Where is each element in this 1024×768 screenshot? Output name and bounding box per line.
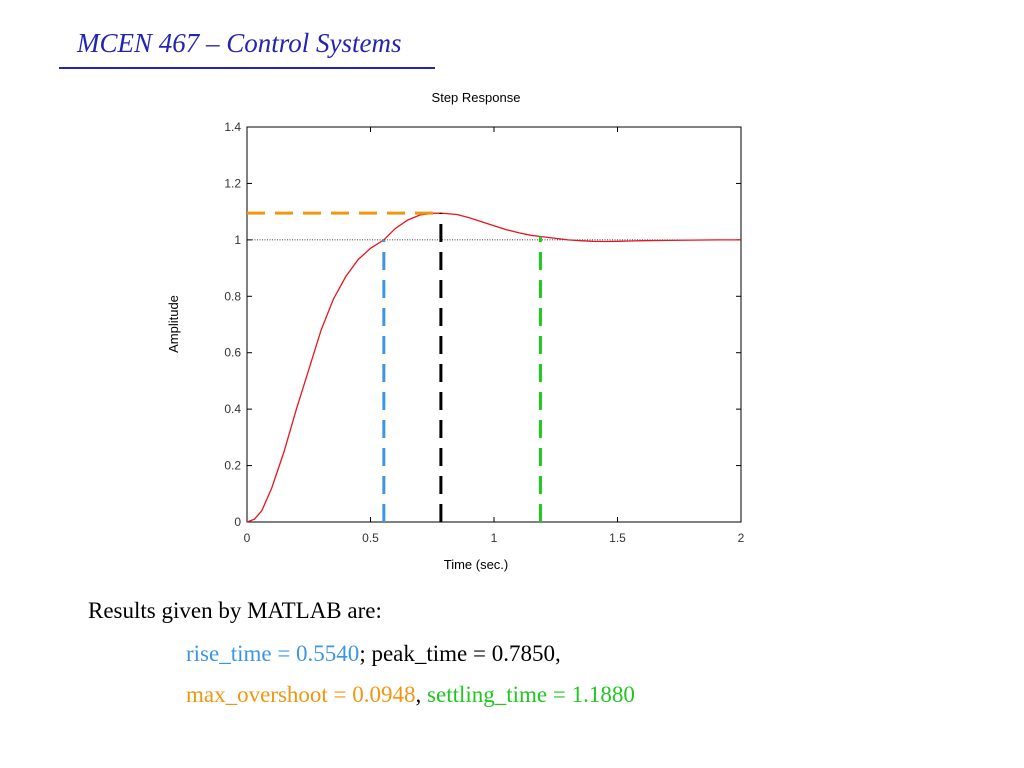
x-tick-label: 1: [491, 531, 498, 545]
results-line-1: rise_time = 0.5540; peak_time = 0.7850,: [186, 640, 561, 668]
settling-time-value: settling_time = 1.1880: [427, 682, 635, 707]
y-axis-label: Amplitude: [166, 295, 181, 353]
title-underline: [59, 67, 435, 69]
y-tick-label: 1.2: [224, 176, 241, 190]
results-separator: ,: [415, 682, 428, 707]
y-tick-label: 0.2: [224, 459, 241, 473]
x-axis-label: Time (sec.): [444, 557, 509, 572]
x-tick-label: 2: [738, 531, 745, 545]
results-line-2: max_overshoot = 0.0948, settling_time = …: [186, 681, 635, 709]
x-tick-label: 1.5: [609, 531, 626, 545]
y-tick-label: 1.4: [224, 120, 241, 134]
results-separator: ;: [359, 641, 372, 666]
x-tick-label: 0.5: [362, 531, 379, 545]
max-overshoot-value: max_overshoot = 0.0948: [186, 682, 416, 707]
y-tick-label: 0: [234, 515, 241, 529]
slide-title: MCEN 467 – Control Systems: [77, 28, 402, 58]
plot-frame: [246, 126, 742, 523]
rise-time-value: rise_time = 0.5540: [186, 641, 360, 666]
y-tick-label: 0.8: [224, 289, 241, 303]
step-response-line: [246, 212, 741, 523]
y-tick-label: 0.4: [224, 402, 241, 416]
step-response-chart: Step Response Time (sec.) Amplitude 0 0.5…: [166, 90, 745, 572]
chart-title: Step Response: [432, 90, 521, 105]
x-tick-label: 0: [244, 531, 251, 545]
y-tick-label: 1: [234, 233, 241, 247]
peak-time-value: peak_time = 0.7850,: [371, 641, 561, 666]
results-intro: Results given by MATLAB are:: [88, 598, 382, 623]
y-tick-label: 0.6: [224, 346, 241, 360]
